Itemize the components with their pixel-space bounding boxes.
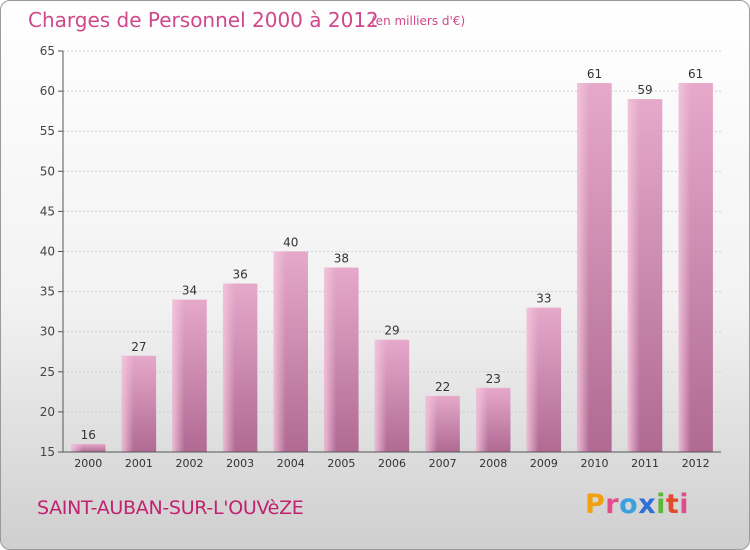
logo-letter: o	[619, 489, 639, 520]
bar-highlight	[526, 307, 539, 452]
y-tick-label: 60	[40, 84, 55, 98]
x-tick-label: 2010	[580, 457, 608, 470]
bar-highlight	[476, 387, 489, 452]
x-tick-label: 2009	[530, 457, 558, 470]
x-tick-label: 2007	[429, 457, 457, 470]
x-tick-label: 2004	[277, 457, 305, 470]
y-tick-label: 40	[40, 245, 55, 259]
bar-highlight	[577, 83, 590, 452]
x-tick-label: 2002	[176, 457, 204, 470]
logo-letter: i	[679, 489, 690, 520]
y-tick-label: 65	[40, 44, 55, 58]
y-tick-label: 35	[40, 285, 55, 299]
data-label: 61	[688, 67, 703, 81]
logo-letter: P	[585, 489, 606, 520]
y-tick-label: 30	[40, 325, 55, 339]
x-tick-label: 2005	[327, 457, 355, 470]
data-label: 36	[233, 268, 248, 282]
y-tick-label: 55	[40, 124, 55, 138]
x-tick-label: 2006	[378, 457, 406, 470]
data-label: 40	[283, 236, 298, 250]
bar-highlight	[678, 83, 691, 452]
x-tick-label: 2001	[125, 457, 153, 470]
data-label: 61	[587, 67, 602, 81]
y-tick-label: 15	[40, 445, 55, 459]
data-label: 33	[536, 292, 551, 306]
bar-highlight	[374, 339, 387, 452]
bar-highlight	[273, 251, 286, 452]
bar-highlight	[425, 395, 438, 452]
bar-highlight	[71, 443, 84, 452]
bar-highlight	[627, 99, 640, 453]
bar-highlight	[324, 267, 337, 452]
data-label: 27	[131, 340, 146, 354]
logo-letter: x	[638, 489, 657, 520]
y-tick-label: 45	[40, 204, 55, 218]
x-tick-label: 2012	[682, 457, 710, 470]
data-label: 29	[384, 324, 399, 338]
logo-letter: r	[605, 489, 620, 520]
logo-letter: i	[656, 489, 666, 520]
x-tick-label: 2011	[631, 457, 659, 470]
bar-highlight	[121, 355, 134, 452]
chart-title: Charges de Personnel 2000 à 2012	[28, 8, 379, 32]
data-label: 38	[334, 252, 349, 266]
data-label: 34	[182, 284, 197, 298]
x-tick-label: 2000	[74, 457, 102, 470]
data-label: 59	[637, 83, 652, 97]
logo-letter: t	[665, 489, 680, 520]
data-label: 22	[435, 380, 450, 394]
bar-highlight	[172, 299, 185, 452]
proxiti-logo: Proxiti	[585, 489, 689, 520]
bar	[71, 443, 106, 452]
commune-name: SAINT-AUBAN-SUR-L'OUVèZE	[37, 497, 304, 519]
y-tick-label: 50	[40, 164, 55, 178]
chart-subtitle: (en milliers d'€)	[371, 14, 466, 28]
data-label: 23	[486, 372, 501, 386]
data-label: 16	[81, 428, 96, 442]
x-tick-label: 2003	[226, 457, 254, 470]
y-tick-label: 25	[40, 365, 55, 379]
y-tick-label: 20	[40, 405, 55, 419]
x-tick-label: 2008	[479, 457, 507, 470]
bar-highlight	[222, 283, 235, 452]
